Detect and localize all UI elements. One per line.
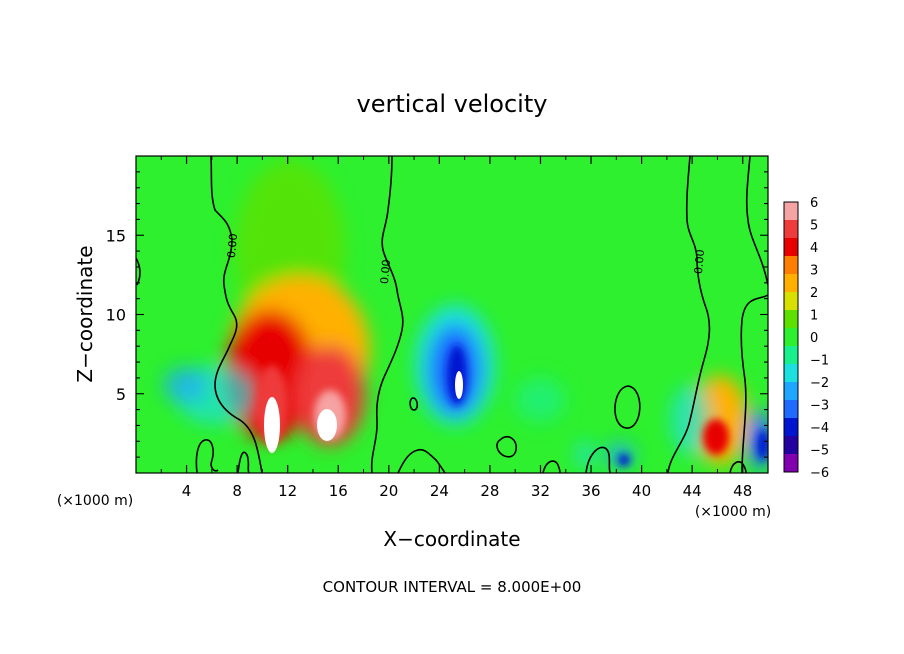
colorbar-label: −2 bbox=[810, 376, 829, 391]
colorbar-label: −6 bbox=[810, 466, 829, 481]
contour-line bbox=[237, 451, 250, 473]
colorbar-swatch bbox=[784, 328, 798, 347]
contour-label: 0.00 bbox=[378, 259, 393, 285]
colorbar-label: 2 bbox=[810, 286, 818, 301]
contour-line bbox=[370, 156, 404, 473]
y-tick-label: 10 bbox=[106, 306, 126, 325]
y-tick-label: 5 bbox=[116, 385, 126, 404]
colorbar-frame bbox=[783, 201, 799, 473]
y-axis-label: Z−coordinate bbox=[73, 245, 97, 382]
colorbar-label: −5 bbox=[810, 444, 829, 459]
contour-line bbox=[585, 446, 611, 473]
contour-interval-note: CONTOUR INTERVAL = 8.000E+00 bbox=[323, 578, 582, 596]
colorbar-label: 0 bbox=[810, 331, 818, 346]
field-peak bbox=[317, 409, 337, 441]
x-tick-label: 48 bbox=[733, 482, 752, 500]
colorbar-label: 3 bbox=[810, 264, 818, 279]
x-unit-right: (×1000 m) bbox=[695, 504, 771, 520]
field-blob bbox=[163, 367, 207, 403]
x-tick-label: 24 bbox=[430, 482, 449, 500]
field-peak bbox=[264, 397, 280, 453]
contour-line bbox=[614, 385, 641, 429]
colorbar-swatch bbox=[784, 220, 798, 239]
colorbar-swatch bbox=[784, 238, 798, 257]
colorbar-swatch bbox=[784, 400, 798, 419]
contour-line bbox=[397, 448, 446, 473]
chart-title: vertical velocity bbox=[357, 90, 548, 118]
colorbar-label: 6 bbox=[810, 196, 818, 211]
contour-line bbox=[740, 156, 768, 473]
contour-line bbox=[496, 435, 518, 458]
x-unit-left: (×1000 m) bbox=[57, 493, 133, 509]
colorbar-label: 5 bbox=[810, 219, 818, 234]
x-axis-label: X−coordinate bbox=[383, 527, 520, 551]
x-tick-label: 44 bbox=[683, 482, 702, 500]
x-tick-label: 28 bbox=[480, 482, 499, 500]
colorbar-swatch bbox=[784, 346, 798, 365]
colorbar-swatch bbox=[784, 256, 798, 275]
field-peak bbox=[455, 371, 463, 399]
field-core bbox=[703, 419, 729, 455]
colorbar: 6 5 4 3 2 1 0 −1 −2 −3 −4 −5 −6 bbox=[783, 196, 829, 481]
colorbar-swatch bbox=[784, 382, 798, 401]
contour-line bbox=[210, 156, 263, 473]
field-blob bbox=[575, 441, 595, 469]
contour-line bbox=[667, 156, 711, 473]
x-axis: 4 8 12 16 20 24 28 32 36 40 44 48 bbox=[160, 156, 752, 500]
colorbar-swatch bbox=[784, 364, 798, 383]
x-tick-label: 4 bbox=[182, 482, 192, 500]
contour-label: 0.00 bbox=[225, 233, 240, 259]
colorbar-swatch bbox=[784, 454, 798, 473]
colorbar-label: 1 bbox=[810, 309, 818, 324]
contour-line bbox=[195, 439, 219, 473]
colorbar-swatch bbox=[784, 202, 798, 221]
colorbar-swatch bbox=[784, 292, 798, 311]
x-tick-label: 36 bbox=[581, 482, 600, 500]
heatmap-field: 0.00 0.00 0.00 bbox=[136, 156, 768, 473]
field-core bbox=[757, 430, 768, 460]
zero-contours bbox=[136, 156, 768, 473]
contour-line bbox=[542, 460, 561, 473]
contour-line bbox=[729, 461, 747, 473]
x-tick-label: 12 bbox=[278, 482, 297, 500]
x-tick-label: 20 bbox=[379, 482, 398, 500]
contour-label: 0.00 bbox=[692, 249, 707, 275]
y-tick-label: 15 bbox=[106, 226, 126, 245]
colorbar-swatch bbox=[784, 310, 798, 329]
field-blob bbox=[515, 378, 565, 422]
x-tick-label: 8 bbox=[232, 482, 242, 500]
x-tick-label: 16 bbox=[329, 482, 348, 500]
field-core bbox=[618, 454, 630, 466]
colorbar-label: −3 bbox=[810, 399, 829, 414]
colorbar-swatch bbox=[784, 418, 798, 437]
colorbar-label: −4 bbox=[810, 421, 829, 436]
colorbar-swatch bbox=[784, 436, 798, 455]
contour-line bbox=[409, 397, 419, 411]
colorbar-label: −1 bbox=[810, 354, 829, 369]
y-axis: 5 10 15 bbox=[106, 171, 768, 458]
colorbar-label: 4 bbox=[810, 241, 818, 256]
colorbar-swatch bbox=[784, 274, 798, 293]
x-tick-label: 40 bbox=[632, 482, 651, 500]
x-tick-label: 32 bbox=[531, 482, 550, 500]
